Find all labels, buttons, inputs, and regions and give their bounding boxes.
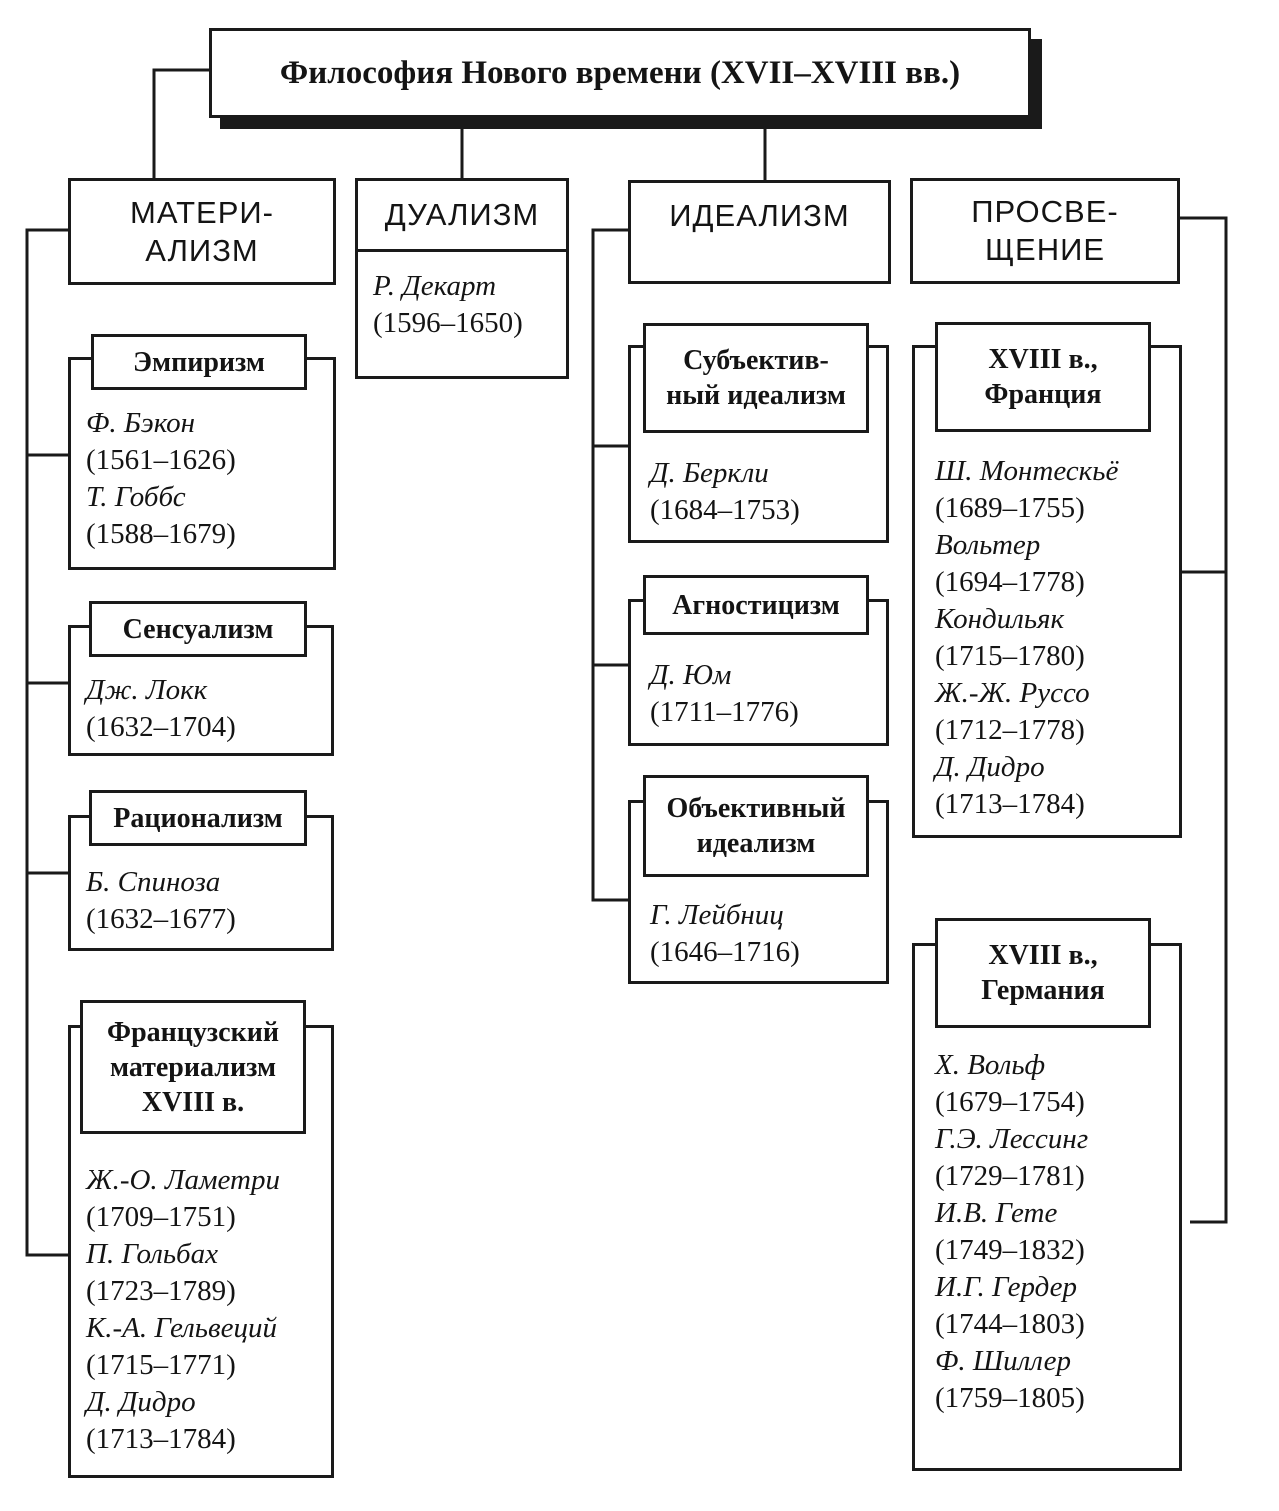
group-french-materialism-label-3: XVIII в. bbox=[141, 1086, 245, 1118]
connector-materialism-bracket bbox=[25, 228, 68, 1257]
branch-enlightenment-label-2: ЩЕНИЕ bbox=[984, 232, 1106, 267]
branch-enlightenment-label-1: ПРОСВЕ- bbox=[971, 194, 1119, 229]
person-years: (1679–1754) bbox=[935, 1086, 1085, 1118]
branch-materialism-label-1: МАТЕРИ- bbox=[130, 194, 274, 230]
group-dualism-people: Р. Декарт (1596–1650) bbox=[373, 268, 523, 342]
group-french-materialism-label-2: материализм bbox=[109, 1051, 277, 1083]
group-objective-idealism-label-1: Объективный bbox=[666, 793, 846, 824]
person-name: И.В. Гете bbox=[935, 1197, 1058, 1229]
person-years: (1744–1803) bbox=[935, 1308, 1085, 1340]
group-subjective-idealism-people: Д. Беркли (1684–1753) bbox=[650, 455, 800, 529]
person-years: (1694–1778) bbox=[935, 566, 1085, 598]
person-name: Х. Вольф bbox=[935, 1049, 1046, 1081]
group-dualism bbox=[355, 249, 569, 379]
group-enlightenment-germany-people: Х. Вольф (1679–1754) Г.Э. Лессинг (1729–… bbox=[935, 1047, 1088, 1417]
group-empiricism-label: Эмпиризм bbox=[91, 334, 307, 390]
person-years: (1723–1789) bbox=[86, 1275, 236, 1307]
branch-enlightenment: ПРОСВЕ- ЩЕНИЕ bbox=[910, 178, 1180, 284]
person-years: (1713–1784) bbox=[86, 1423, 236, 1455]
group-empiricism-people: Ф. Бэкон (1561–1626) Т. Гоббс (1588–1679… bbox=[86, 405, 236, 553]
group-enlightenment-france-label-1: XVIII в., bbox=[988, 344, 1098, 375]
person-years: (1729–1781) bbox=[935, 1160, 1085, 1192]
person-name: Д. Дидро bbox=[935, 751, 1045, 783]
connector-enlightenment-bracket bbox=[1180, 216, 1228, 1224]
group-agnosticism-label-text: Агностицизм bbox=[672, 589, 840, 621]
person-years: (1632–1704) bbox=[86, 711, 236, 743]
group-empiricism-label-text: Эмпиризм bbox=[133, 346, 265, 378]
person-years: (1632–1677) bbox=[86, 903, 236, 935]
person-name: Ж.-Ж. Руссо bbox=[935, 677, 1090, 709]
person-years: (1712–1778) bbox=[935, 714, 1085, 746]
group-enlightenment-france-label-2: Франция bbox=[984, 379, 1102, 410]
person-name: Дж. Локк bbox=[86, 674, 208, 706]
branch-idealism: ИДЕАЛИЗМ bbox=[628, 180, 891, 284]
person-name: Вольтер bbox=[935, 529, 1041, 561]
person-name: Ш. Монтескьё bbox=[935, 455, 1119, 487]
group-rationalism-people: Б. Спиноза (1632–1677) bbox=[86, 864, 236, 938]
branch-idealism-label: ИДЕАЛИЗМ bbox=[669, 198, 850, 233]
group-empiricism bbox=[68, 357, 336, 570]
group-rationalism-label: Рационализм bbox=[89, 790, 307, 846]
person-years: (1749–1832) bbox=[935, 1234, 1085, 1266]
diagram-title-text: Философия Нового времени (XVII–XVIII вв.… bbox=[279, 54, 961, 91]
person-name: Д. Дидро bbox=[86, 1386, 196, 1418]
person-years: (1646–1716) bbox=[650, 936, 800, 968]
person-years: (1715–1771) bbox=[86, 1349, 236, 1381]
person-name: К.-А. Гельвеций bbox=[86, 1312, 277, 1344]
person-name: Ж.-О. Ламетри bbox=[86, 1164, 280, 1196]
person-name: Д. Юм bbox=[650, 659, 732, 691]
group-enlightenment-france-label: XVIII в., Франция bbox=[935, 322, 1151, 432]
group-rationalism-label-text: Рационализм bbox=[113, 802, 283, 834]
person-name: Ф. Бэкон bbox=[86, 407, 196, 439]
group-agnosticism-label: Агностицизм bbox=[643, 575, 869, 635]
group-subjective-idealism-label: Субъектив- ный идеализм bbox=[643, 323, 869, 433]
person-years: (1711–1776) bbox=[650, 696, 799, 728]
person-name: Б. Спиноза bbox=[86, 866, 221, 898]
person-name: Т. Гоббс bbox=[86, 481, 186, 513]
person-years: (1684–1753) bbox=[650, 494, 800, 526]
person-name: Кондильяк bbox=[935, 603, 1065, 635]
group-agnosticism-people: Д. Юм (1711–1776) bbox=[650, 657, 799, 731]
person-years: (1596–1650) bbox=[373, 307, 523, 339]
person-years: (1689–1755) bbox=[935, 492, 1085, 524]
group-enlightenment-germany-label-1: XVIII в., bbox=[988, 940, 1098, 971]
group-sensualism-label-text: Сенсуализм bbox=[122, 613, 274, 645]
person-years: (1715–1780) bbox=[935, 640, 1085, 672]
person-years: (1759–1805) bbox=[935, 1382, 1085, 1414]
branch-materialism-label-2: АЛИЗМ bbox=[145, 232, 259, 268]
diagram-title: Философия Нового времени (XVII–XVIII вв.… bbox=[209, 28, 1031, 118]
person-years: (1709–1751) bbox=[86, 1201, 236, 1233]
person-years: (1713–1784) bbox=[935, 788, 1085, 820]
person-name: Г.Э. Лессинг bbox=[935, 1123, 1089, 1155]
person-name: Ф. Шиллер bbox=[935, 1345, 1071, 1377]
group-enlightenment-germany-label-2: Германия bbox=[981, 975, 1105, 1006]
group-enlightenment-germany bbox=[912, 943, 1182, 1471]
group-objective-idealism-label: Объективный идеализм bbox=[643, 775, 869, 877]
branch-dualism: ДУАЛИЗМ bbox=[355, 178, 569, 252]
person-name: Г. Лейбниц bbox=[650, 899, 784, 931]
group-enlightenment-france-people: Ш. Монтескьё (1689–1755) Вольтер (1694–1… bbox=[935, 453, 1118, 823]
person-years: (1561–1626) bbox=[86, 444, 236, 476]
group-objective-idealism-people: Г. Лейбниц (1646–1716) bbox=[650, 897, 800, 971]
person-name: П. Гольбах bbox=[86, 1238, 219, 1270]
branch-dualism-label: ДУАЛИЗМ bbox=[384, 197, 540, 232]
group-french-materialism-label: Французский материализм XVIII в. bbox=[80, 1000, 306, 1134]
group-french-materialism-label-1: Французский bbox=[107, 1016, 279, 1048]
branch-materialism: МАТЕРИ- АЛИЗМ bbox=[68, 178, 336, 285]
person-name: Р. Декарт bbox=[373, 270, 497, 302]
connector-idealism-bracket bbox=[591, 228, 628, 902]
group-sensualism-label: Сенсуализм bbox=[89, 601, 307, 657]
person-years: (1588–1679) bbox=[86, 518, 236, 550]
connector-title-materialism bbox=[152, 68, 209, 178]
person-name: И.Г. Гердер bbox=[935, 1271, 1078, 1303]
group-objective-idealism-label-2: идеализм bbox=[696, 828, 816, 859]
group-french-materialism-people: Ж.-О. Ламетри (1709–1751) П. Гольбах (17… bbox=[86, 1162, 280, 1458]
group-sensualism-people: Дж. Локк (1632–1704) bbox=[86, 672, 236, 746]
group-enlightenment-germany-label: XVIII в., Германия bbox=[935, 918, 1151, 1028]
group-subjective-idealism-label-1: Субъектив- bbox=[683, 345, 829, 376]
group-subjective-idealism-label-2: ный идеализм bbox=[666, 380, 846, 411]
person-name: Д. Беркли bbox=[650, 457, 769, 489]
